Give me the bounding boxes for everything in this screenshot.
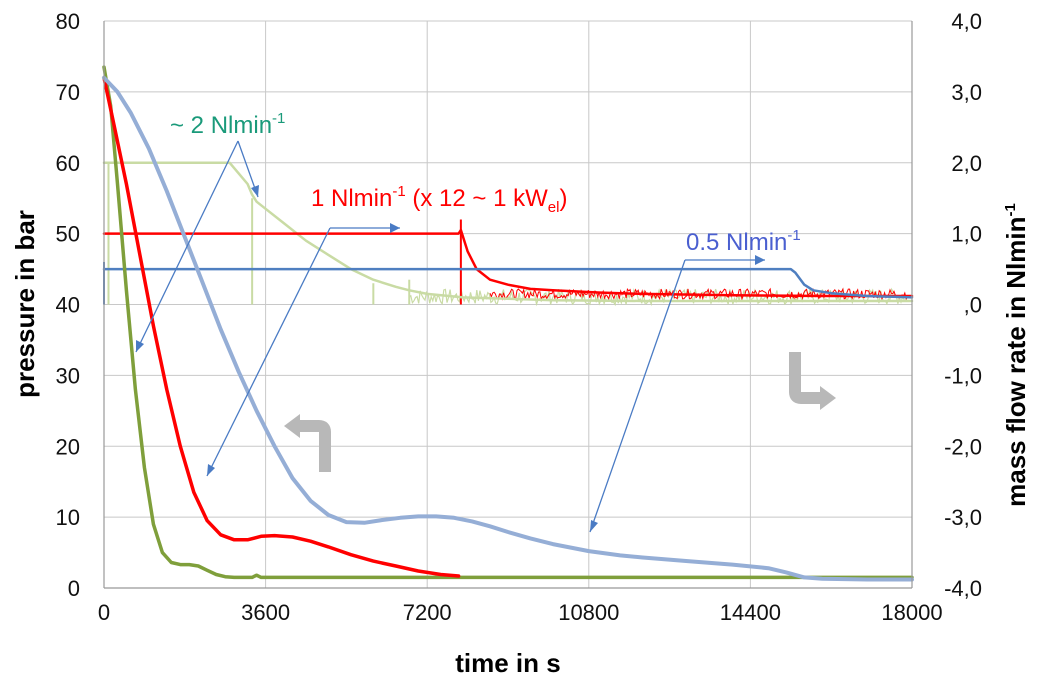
y2-tick-label-7: 3,0 — [951, 80, 982, 105]
pointer-05nl-b — [589, 259, 686, 533]
right-axis-arrow-head — [820, 386, 836, 410]
series-line-5 — [102, 267, 914, 299]
arrowhead-2nl-b — [251, 185, 259, 197]
annotation-05nl-sup: -1 — [787, 227, 800, 244]
series-line-4 — [102, 228, 914, 298]
x-tick-label-5: 18000 — [881, 600, 942, 625]
pointer-2nl-a — [135, 140, 239, 353]
y-tick-label-1: 10 — [56, 505, 80, 530]
annotation-1nl-text2: (x 12 ~ 1 kW — [406, 185, 548, 212]
y2-tick-label-0: -4,0 — [944, 576, 982, 601]
annotation-2nl-sup: -1 — [272, 110, 285, 127]
pointer-arrowheads — [136, 185, 765, 532]
x-tick-label-0: 0 — [98, 600, 110, 625]
y2-tick-label-2: -2,0 — [944, 434, 982, 459]
y-axis-title: pressure in bar — [10, 210, 40, 398]
y-tick-label-5: 50 — [56, 222, 80, 247]
arrowhead-05nl-a — [755, 255, 765, 265]
annotation-2nl-text: ~ 2 Nlmin — [170, 112, 272, 139]
annotation-05nl-text: 0.5 Nlmin — [686, 229, 787, 256]
pointer-1nl-b — [206, 227, 331, 477]
series-line-2 — [102, 75, 914, 582]
annotation-1nl-sup: -1 — [392, 183, 405, 200]
series-line-0 — [102, 65, 914, 580]
y2-tick-label-5: 1,0 — [951, 222, 982, 247]
series-line-3 — [102, 161, 914, 303]
annotation-1nl: 1 Nlmin-1 (x 12 ~ 1 kWel) — [311, 183, 567, 216]
y-tick-label-7: 70 — [56, 80, 80, 105]
annotation-2nl: ~ 2 Nlmin-1 — [170, 110, 285, 139]
y-tick-label-3: 30 — [56, 363, 80, 388]
y2-axis-title-text: mass flow rate in Nlmin — [1001, 216, 1031, 506]
y2-axis-title: mass flow rate in Nlmin-1 — [1001, 203, 1031, 507]
x-tick-label-2: 7200 — [403, 600, 452, 625]
x-tick-label-4: 14400 — [720, 600, 781, 625]
arrowhead-1nl-a — [390, 223, 400, 233]
gridlines — [104, 20, 913, 588]
y-tick-label-6: 60 — [56, 151, 80, 176]
y2-tick-label-3: -1,0 — [944, 363, 982, 388]
right-axis-arrow-icon — [789, 352, 822, 404]
annotation-1nl-sub: el — [548, 199, 560, 216]
arrowhead-2nl-a — [136, 340, 144, 352]
annotation-pointers — [135, 140, 765, 533]
left-axis-arrow-icon — [298, 420, 331, 472]
y-tick-label-8: 80 — [56, 9, 80, 34]
left-axis-arrow-head — [284, 414, 300, 438]
y2-tick-label-8: 4,0 — [951, 9, 982, 34]
y2-tick-label-4: ,0 — [964, 293, 982, 318]
series-line-1 — [102, 75, 461, 578]
x-tick-label-3: 10800 — [558, 600, 619, 625]
y2-tick-label-6: 2,0 — [951, 151, 982, 176]
annotation-05nl: 0.5 Nlmin-1 — [686, 227, 801, 256]
y-tick-label-2: 20 — [56, 434, 80, 459]
y-tick-label-0: 0 — [68, 576, 80, 601]
x-tick-label-1: 3600 — [241, 600, 290, 625]
arrowhead-1nl-b — [207, 464, 215, 476]
y2-tick-label-1: -3,0 — [944, 505, 982, 530]
plot-frame — [103, 21, 913, 589]
y2-axis-title-sup: -1 — [1002, 203, 1019, 216]
series-lines — [102, 65, 914, 582]
y-tick-label-4: 40 — [56, 293, 80, 318]
annotation-1nl-text3: ) — [559, 185, 567, 212]
arrowhead-05nl-b — [590, 520, 598, 532]
tick-labels: 0 3600 7200 10800 14400 18000 0 10 20 30 40 50 60 70 8… — [56, 9, 982, 625]
x-axis-title: time in s — [455, 648, 560, 678]
annotation-1nl-text: 1 Nlmin — [311, 185, 392, 212]
